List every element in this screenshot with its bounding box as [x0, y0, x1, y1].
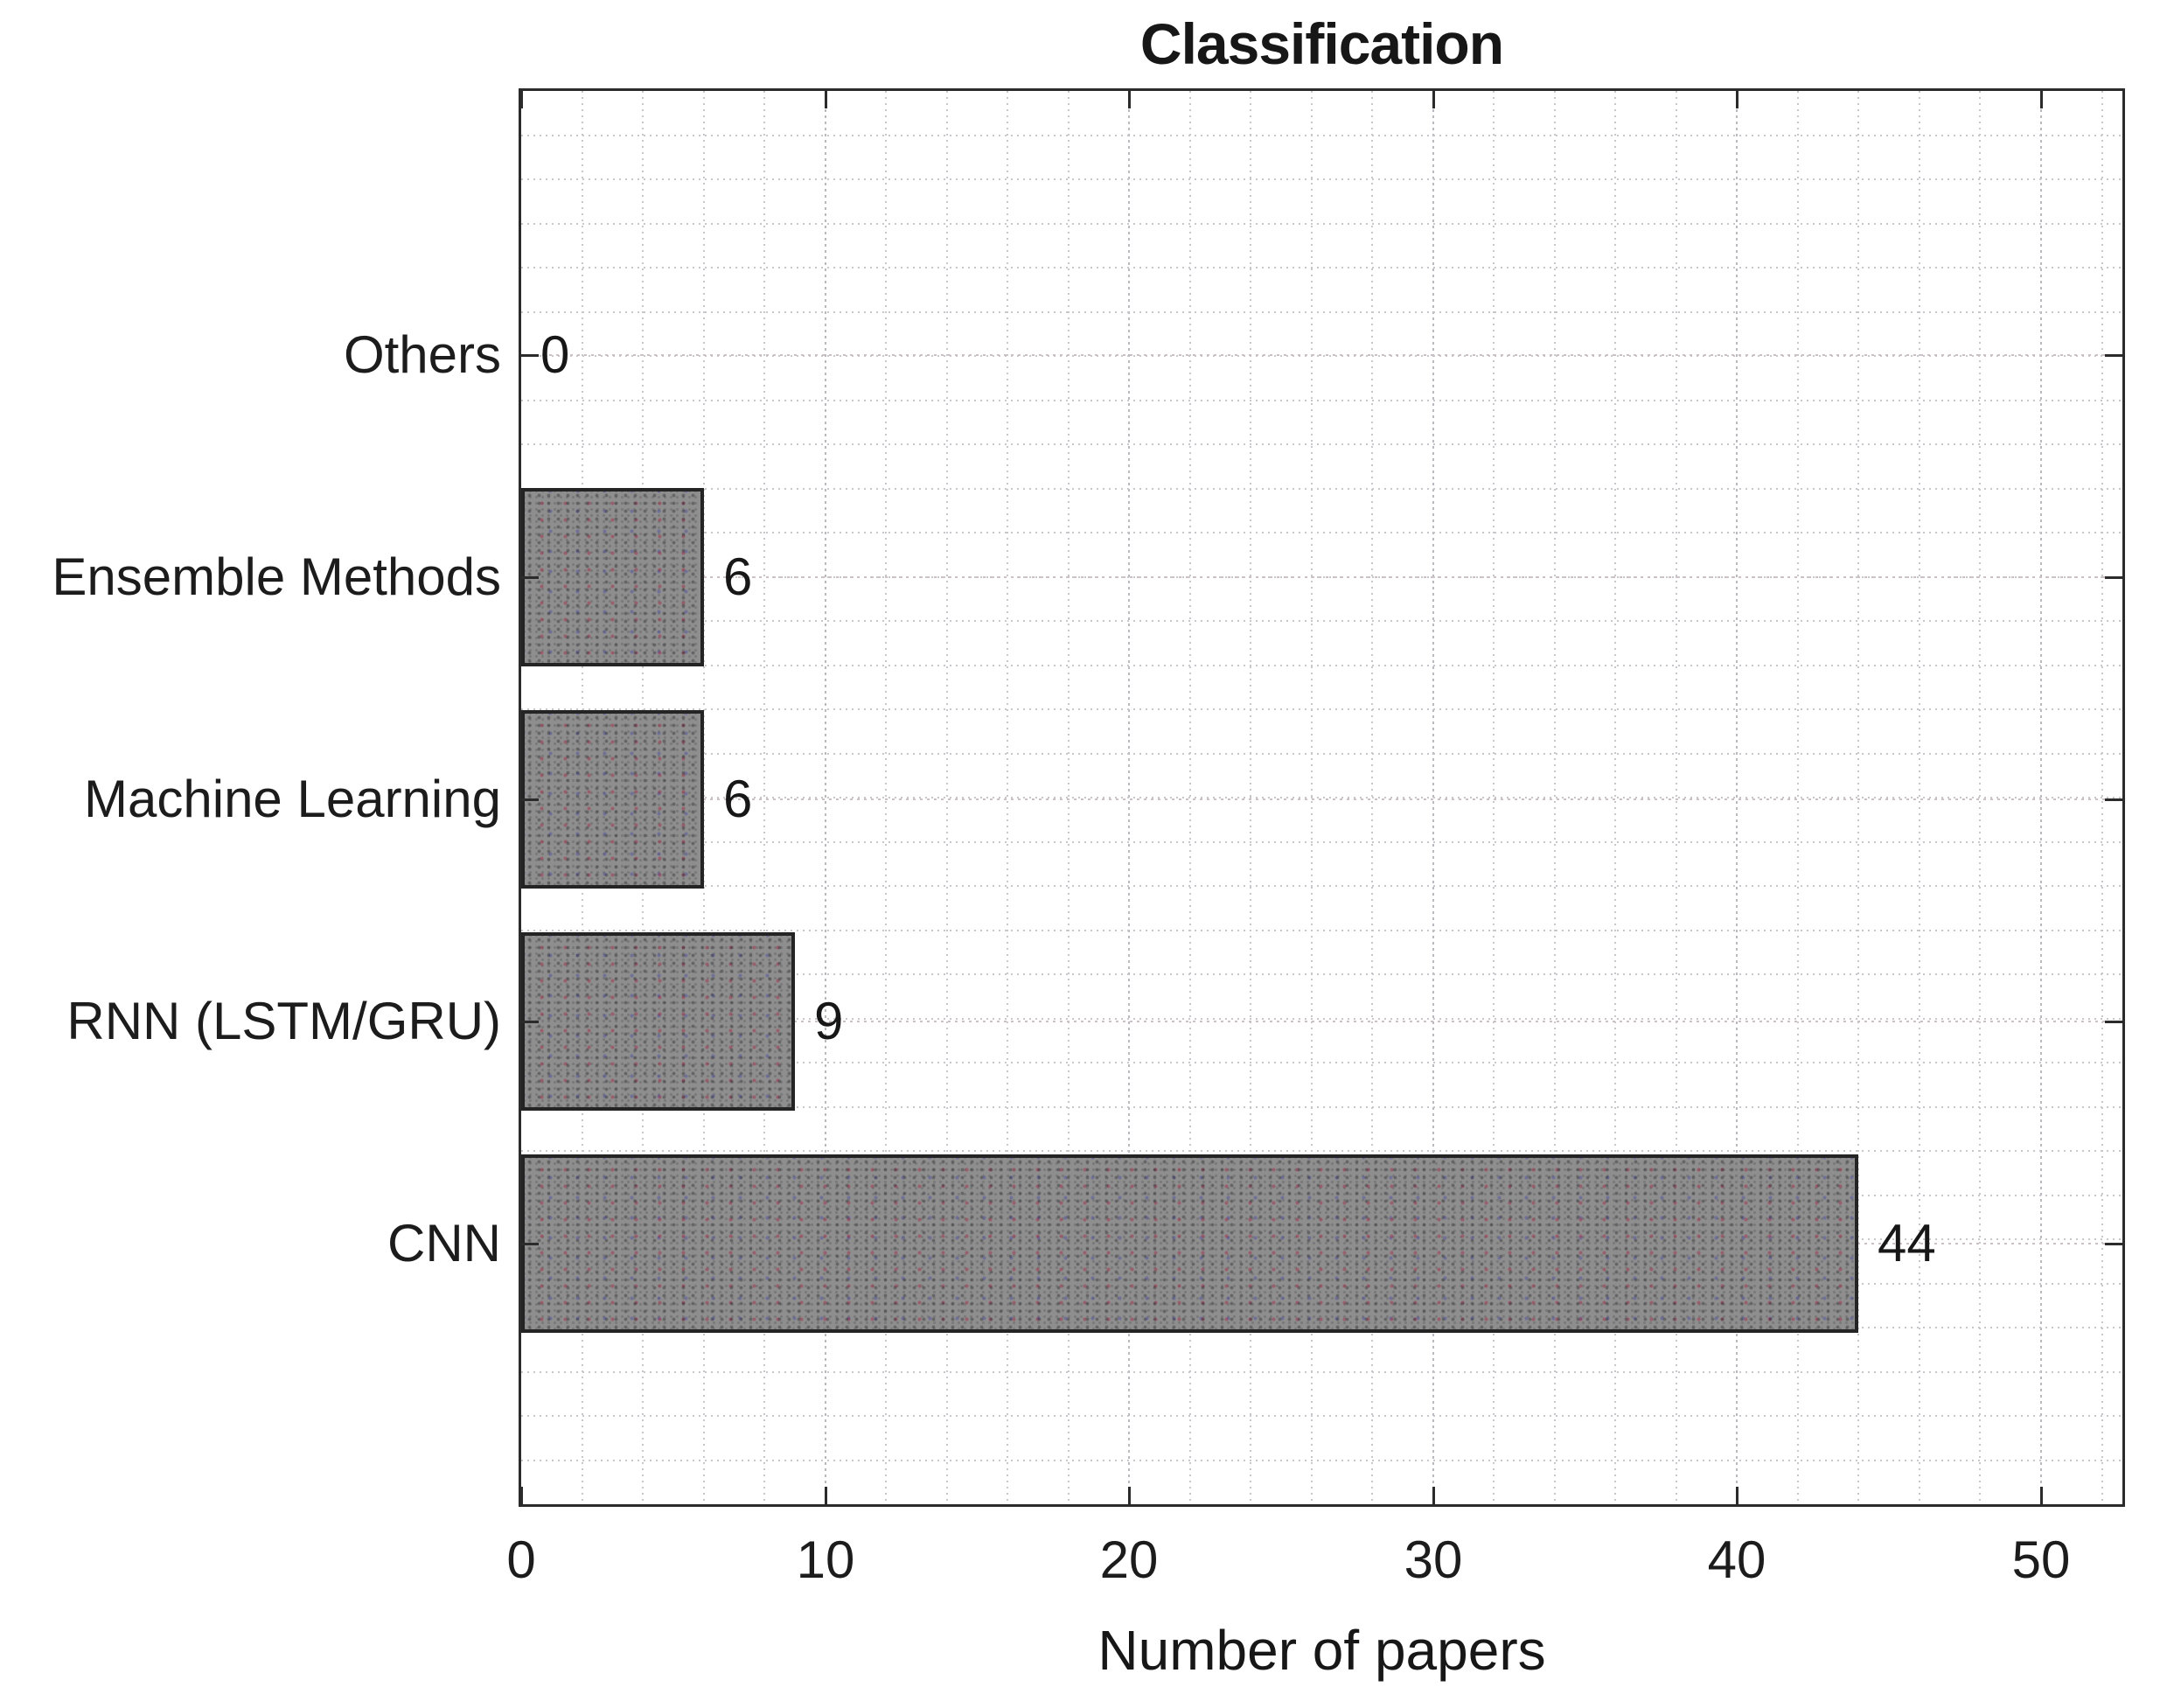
x-tick-label: 50	[2011, 1530, 2071, 1589]
x-tick-label: 40	[1707, 1530, 1766, 1589]
y-tick-mark-right	[2105, 1243, 2122, 1245]
gridline-horizontal-minor	[521, 1415, 2122, 1417]
gridline-horizontal-minor	[521, 620, 2122, 622]
x-tick-mark-bottom	[520, 1487, 523, 1504]
plot-area: 0 6 6 9 44	[519, 88, 2125, 1507]
gridline-horizontal-minor	[521, 222, 2122, 225]
x-axis-label: Number of papers	[1097, 1619, 1546, 1682]
gridline-horizontal-minor	[521, 973, 2122, 975]
x-tick-mark-top	[825, 91, 827, 108]
gridline-horizontal-minor	[521, 1062, 2122, 1063]
gridline-horizontal-minor	[521, 487, 2122, 490]
category-label: CNN	[387, 1214, 501, 1272]
y-tick-mark-left	[521, 1021, 539, 1023]
category-label: Others	[343, 325, 501, 384]
gridline-horizontal-major	[521, 576, 2122, 578]
x-tick-mark-top	[2040, 91, 2043, 108]
bar-cnn	[521, 1154, 1858, 1333]
y-tick-mark-right	[2105, 1021, 2122, 1023]
gridline-horizontal-minor	[521, 840, 2122, 843]
y-tick-mark-left	[521, 576, 539, 579]
x-tick-mark-bottom	[2040, 1487, 2043, 1504]
x-tick-mark-bottom	[1432, 1487, 1435, 1504]
gridline-horizontal-minor	[521, 664, 2122, 666]
x-tick-mark-bottom	[1128, 1487, 1131, 1504]
x-tick-mark-top	[1432, 91, 1435, 108]
bar-ensemble-methods	[521, 488, 704, 666]
y-tick-mark-right	[2105, 354, 2122, 357]
gridline-horizontal-minor	[521, 752, 2122, 755]
gridline-horizontal-minor	[521, 1017, 2122, 1020]
x-tick-label: 20	[1099, 1530, 1159, 1589]
bar-value-label: 6	[723, 770, 753, 828]
y-tick-mark-left	[521, 798, 539, 801]
bar-value-label: 44	[1878, 1214, 1936, 1272]
y-tick-mark-left	[521, 1243, 539, 1245]
gridline-horizontal-minor	[521, 443, 2122, 445]
gridline-horizontal-minor	[521, 1150, 2122, 1152]
gridline-horizontal-major	[521, 354, 2122, 356]
gridline-horizontal-minor	[521, 178, 2122, 180]
gridline-horizontal-minor	[521, 134, 2122, 136]
gridline-horizontal-major	[521, 1021, 2122, 1022]
gridline-horizontal-minor	[521, 797, 2122, 798]
gridline-horizontal-minor	[521, 708, 2122, 710]
bar-value-label: 6	[723, 547, 753, 606]
bar-value-label: 9	[814, 992, 844, 1050]
y-tick-mark-right	[2105, 576, 2122, 579]
category-label: Ensemble Methods	[52, 547, 501, 606]
x-tick-label: 0	[506, 1530, 536, 1589]
y-tick-mark-right	[2105, 798, 2122, 801]
x-tick-mark-bottom	[1736, 1487, 1738, 1504]
x-tick-mark-top	[1736, 91, 1738, 108]
category-label: Machine Learning	[84, 770, 501, 828]
gridline-horizontal-minor	[521, 399, 2122, 401]
gridline-horizontal-minor	[521, 885, 2122, 887]
x-tick-mark-bottom	[825, 1487, 827, 1504]
category-label: RNN (LSTM/GRU)	[66, 992, 501, 1050]
gridline-horizontal-minor	[521, 310, 2122, 313]
x-tick-label: 30	[1404, 1530, 1463, 1589]
gridline-horizontal-minor	[521, 1459, 2122, 1461]
gridline-horizontal-minor	[521, 1105, 2122, 1108]
gridline-horizontal-minor	[521, 355, 2122, 357]
gridline-horizontal-minor	[521, 929, 2122, 931]
chart-title: Classification	[1139, 11, 1504, 76]
bar-value-label: 0	[540, 325, 570, 384]
gridline-horizontal-minor	[521, 267, 2122, 268]
gridline-horizontal-minor	[521, 1370, 2122, 1373]
y-tick-mark-left	[521, 354, 539, 357]
bar-machine-learning	[521, 710, 704, 889]
x-tick-mark-top	[1128, 91, 1131, 108]
gridline-horizontal-major	[521, 798, 2122, 800]
x-tick-label: 10	[796, 1530, 855, 1589]
x-tick-mark-top	[520, 91, 523, 108]
bar-rnn-lstm-gru-	[521, 932, 795, 1111]
gridline-horizontal-minor	[521, 532, 2122, 533]
